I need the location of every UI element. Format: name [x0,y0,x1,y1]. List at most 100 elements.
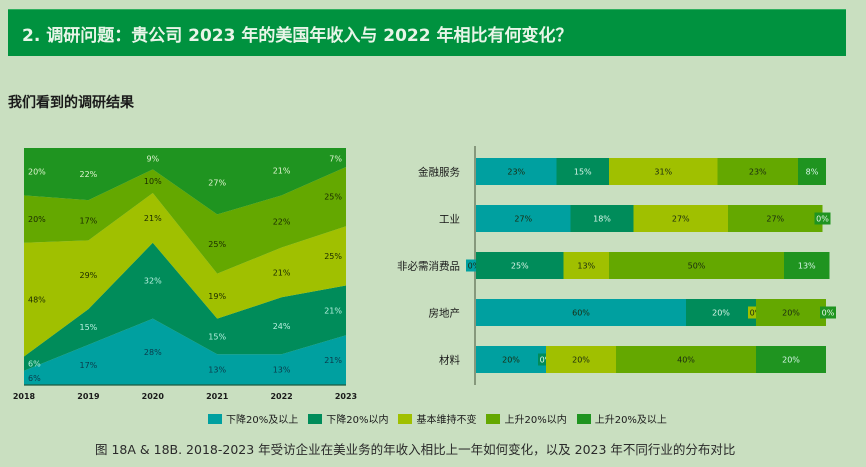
area-data-label: 13% [208,366,226,375]
x-tick-label: 2021 [206,392,229,401]
bar-data-label: 20% [712,309,730,318]
legend-label: 基本维持不变 [416,415,477,426]
area-data-label: 21% [324,356,342,365]
legend-label: 下降20%及以上 [226,415,299,426]
bar-segment [798,158,826,185]
bar-segment [756,346,826,373]
bar-data-label: 60% [572,309,590,318]
area-data-label: 27% [208,178,226,187]
x-tick-label: 2018 [13,392,36,401]
legend-swatch [308,413,323,424]
bar-data-label: 0% [816,215,829,224]
area-series-1 [24,318,346,385]
x-tick-label: 2023 [335,392,357,401]
area-data-label: 21% [324,306,342,315]
bar-segment [609,252,784,279]
bar-segment [476,252,564,279]
area-data-label: 25% [324,252,342,261]
bar-segment [556,158,609,185]
bar-data-label: 23% [507,168,525,177]
category-label: 材料 [439,354,460,367]
area-data-label: 22% [80,170,98,179]
area-data-label: 32% [144,277,162,286]
bar-data-label: 13% [577,262,595,271]
area-data-label: 7% [329,155,342,164]
bar-data-label: 20% [502,356,520,365]
bar-segment [476,205,571,232]
legend-swatch [208,413,222,424]
category-label: 房地产 [429,307,461,320]
industry-bar-chart-2023: 金融服务 23% 15% 31% 23% 8% 工业 27% 18% 27% 27% 0% 非必需消费品… [397,146,836,385]
legend-label: 下降20%以内 [326,415,389,426]
area-data-label: 6% [28,360,41,369]
area-data-label: 15% [208,332,226,341]
bar-segment [476,158,557,185]
bar-segment [476,299,686,326]
bar-segment [616,346,756,373]
question-title: 2. 调研问题：贵公司 2023 年的美国年收入与 2022 年相比有何变化？ [22,26,573,46]
bar-data-label: 0% [822,309,835,318]
bar-segment [784,252,830,279]
area-data-label: 25% [324,193,342,202]
bar-data-label: 20% [572,356,590,365]
bar-segment [563,252,609,279]
area-data-label: 20% [28,215,46,224]
area-data-label: 15% [80,323,98,332]
area-data-label: 6% [28,374,41,383]
bar-segment [717,158,798,185]
category-label: 金融服务 [418,166,460,179]
bar-data-label: 13% [798,262,816,271]
bar-data-label: 31% [654,168,672,177]
bar-segment [728,205,823,232]
bar-data-label: 25% [511,262,529,271]
area-data-label: 21% [144,214,162,223]
area-data-label: 13% [273,366,291,375]
legend-item: 下降20%以内 [308,411,388,426]
area-series-3 [24,193,346,357]
area-series-2 [24,242,346,371]
bar-segment [476,346,546,373]
area-data-label: 20% [28,168,46,177]
category-label: 非必需消费品 [397,260,460,273]
bar-data-label: 8% [806,168,819,177]
zero-value-tag [820,306,836,319]
bar-data-label: 20% [782,356,800,365]
x-tick-label: 2022 [270,392,292,401]
legend-item: 基本维持不变 [398,411,476,426]
bar-data-label: 27% [766,215,784,224]
bar-data-label: 15% [574,168,592,177]
area-data-label: 17% [80,216,98,225]
bar-segment [570,205,634,232]
category-label: 工业 [439,214,460,226]
legend-swatch [576,413,591,424]
legend-label: 上升20%以内 [504,415,567,426]
bar-segment [756,299,826,326]
bar-data-label: 50% [688,262,706,271]
bar-data-label: 20% [782,309,800,318]
legend-item: 下降20%及以上 [208,411,298,426]
bar-segment [609,158,718,185]
legend-item: 上升20%及以上 [576,411,667,426]
area-data-label: 28% [144,348,162,357]
bar-data-label: 40% [677,356,695,365]
bar-data-label: 23% [749,168,767,177]
legend-label: 上升20%及以上 [594,415,667,426]
legend-swatch [398,413,413,424]
area-data-label: 21% [273,167,291,176]
area-data-label: 48% [28,296,46,305]
question-header: 2. 调研问题：贵公司 2023 年的美国年收入与 2022 年相比有何变化？ [8,9,846,56]
legend-item: 上升20%以内 [486,411,567,426]
bar-segment [546,346,616,373]
area-data-label: 21% [273,268,291,277]
chart-legend: 下降20%及以上 下降20%以内 基本维持不变 上升20%以内 上升20%及以上 [208,411,667,426]
x-tick-label: 2019 [77,392,100,401]
bar-segment [633,205,728,232]
section-subtitle: 我们看到的调研结果 [8,95,134,111]
area-data-label: 17% [80,361,98,370]
area-data-label: 10% [144,177,162,186]
bar-data-label: 0% [468,262,481,271]
bar-segment [686,299,756,326]
legend-swatch [486,413,501,424]
bar-data-label: 18% [593,215,611,224]
x-tick-label: 2020 [142,392,165,401]
